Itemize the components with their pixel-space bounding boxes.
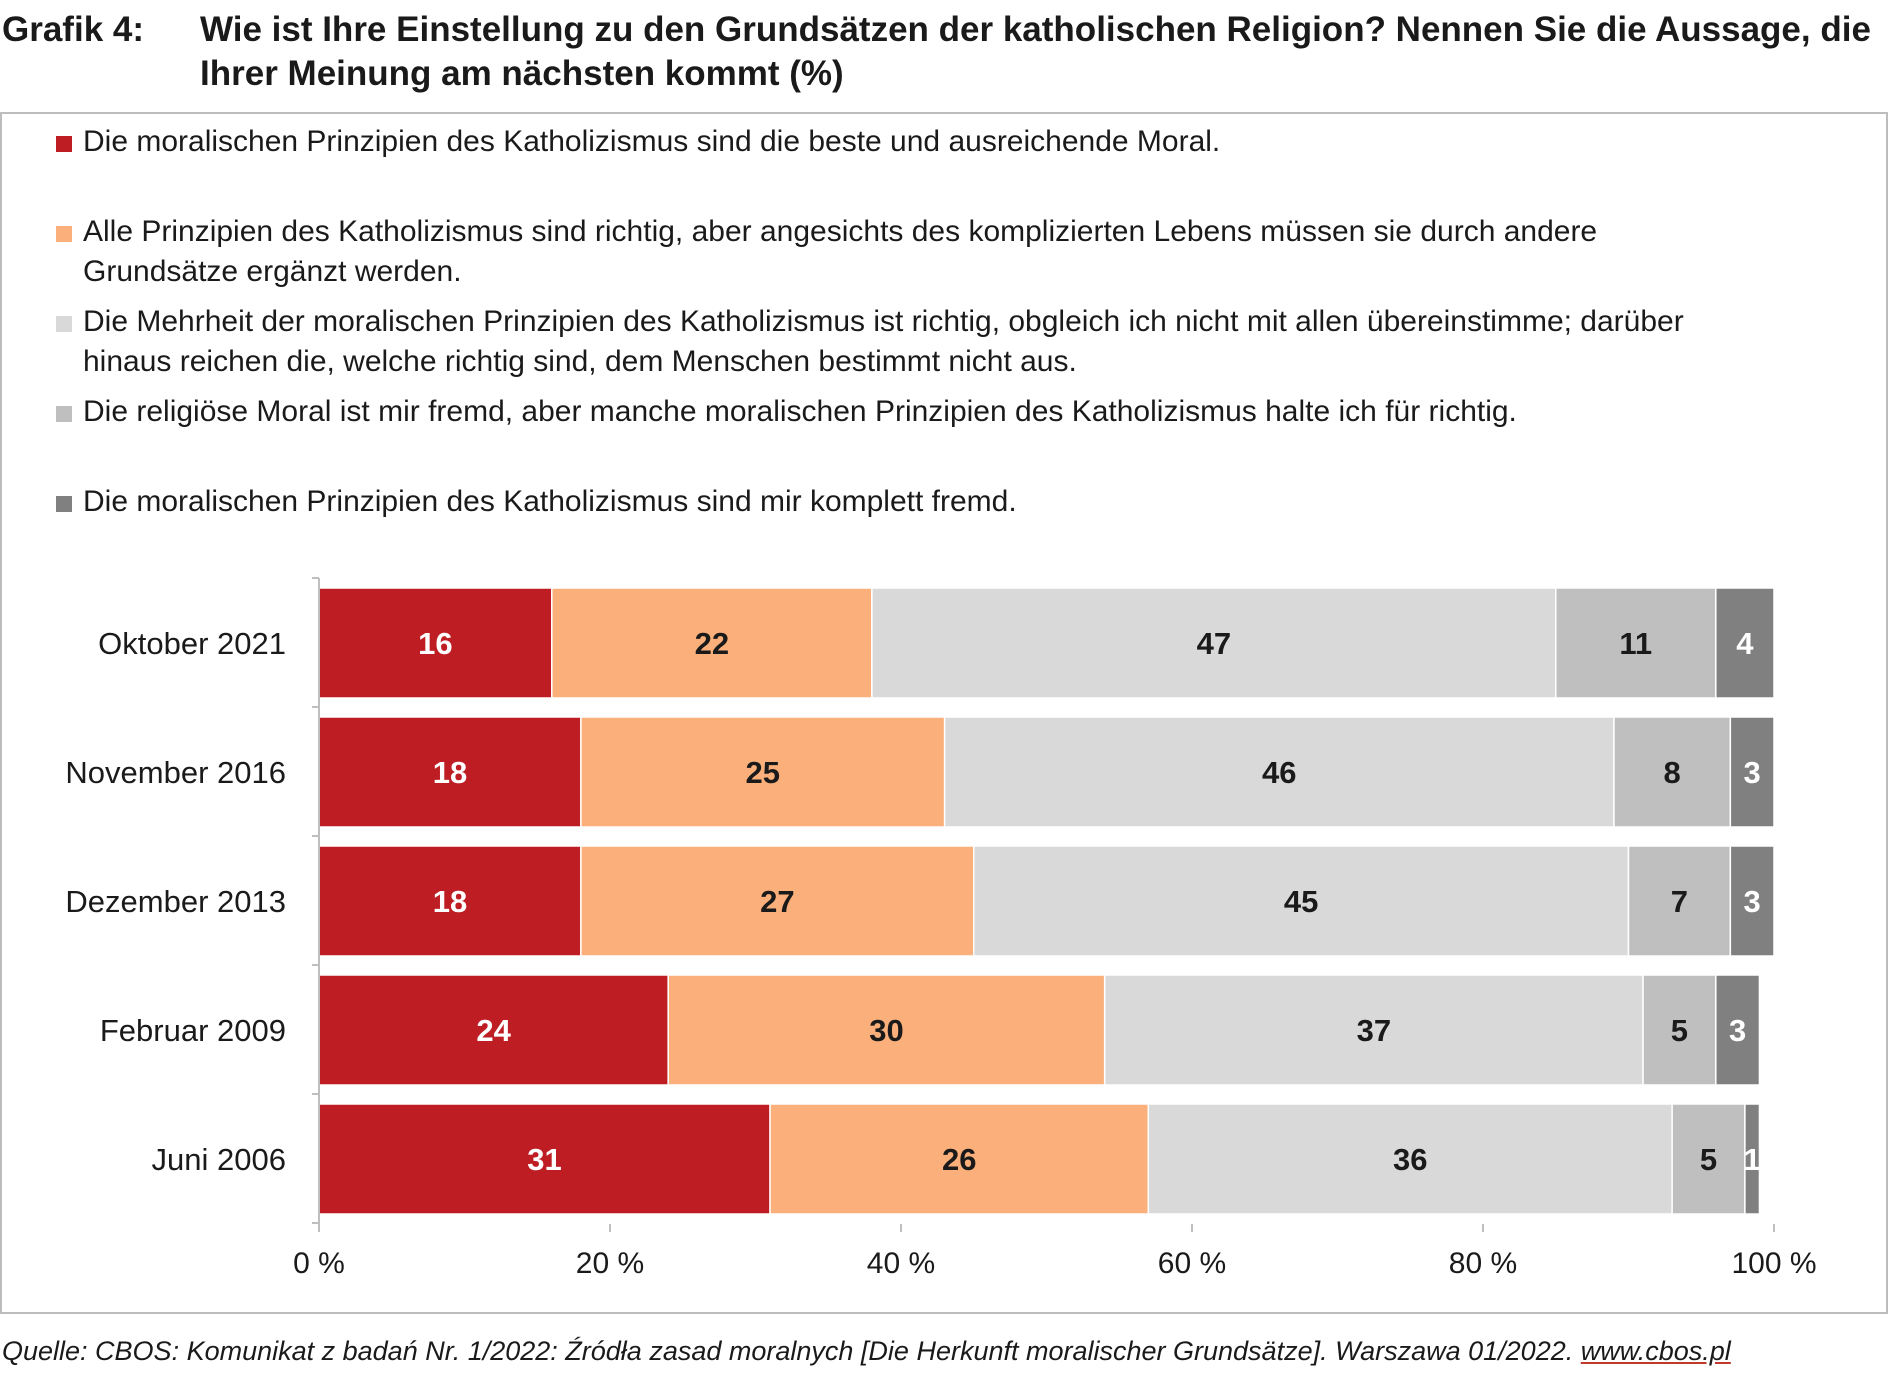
bar-5-segment-5 <box>1744 1103 1761 1215</box>
x-tick-label-1: 0 % <box>293 1247 345 1280</box>
legend-label-2-line-1: Alle Prinzipien des Katholizismus sind r… <box>83 215 1598 248</box>
bar-2-segment-4 <box>1613 716 1732 828</box>
data-label-3-5: 3 <box>1744 884 1761 919</box>
data-label-2-4: 8 <box>1664 755 1681 790</box>
legend-label-3-line-1: Die Mehrheit der moralischen Prinzipien … <box>83 305 1684 338</box>
data-label-3-2: 27 <box>760 884 794 919</box>
category-label-2: November 2016 <box>65 755 286 790</box>
legend-swatch-4 <box>56 406 72 422</box>
data-label-1-5: 4 <box>1736 626 1754 661</box>
category-label-4: Februar 2009 <box>100 1013 286 1048</box>
legend-label-3: Die Mehrheit der moralischen Prinzipien … <box>83 302 1873 382</box>
data-label-4-5: 3 <box>1729 1013 1746 1048</box>
bar-4-segment-3 <box>1103 974 1644 1086</box>
x-tick-label-4: 60 % <box>1158 1247 1226 1280</box>
legend-label-3-line-2: hinaus reichen die, welche richtig sind,… <box>83 345 1077 378</box>
category-label-3: Dezember 2013 <box>65 884 286 919</box>
data-label-2-2: 25 <box>746 755 780 790</box>
bar-1-segment-5 <box>1715 587 1775 699</box>
data-label-1-4: 11 <box>1619 626 1652 661</box>
bar-5-segment-4 <box>1671 1103 1746 1215</box>
title-line-2: Ihrer Meinung am nächsten kommt (%) <box>200 54 844 93</box>
x-tick-label-5: 80 % <box>1449 1247 1517 1280</box>
data-label-4-2: 30 <box>869 1013 903 1048</box>
legend-swatch-3 <box>56 316 72 332</box>
bar-1-segment-1 <box>318 587 553 699</box>
legend-label-5-line-1: Die moralischen Prinzipien des Katholizi… <box>83 485 1017 518</box>
title-prefix: Grafik 4: <box>2 10 144 49</box>
data-label-2-1: 18 <box>433 755 467 790</box>
legend-swatch-5 <box>56 496 72 512</box>
source-note: Quelle: CBOS: Komunikat z badań Nr. 1/20… <box>2 1336 1731 1367</box>
bar-3-segment-2 <box>580 845 975 957</box>
data-label-4-3: 37 <box>1357 1013 1391 1048</box>
data-label-4-1: 24 <box>476 1013 511 1048</box>
title-line-1: Wie ist Ihre Einstellung zu den Grundsät… <box>200 10 1871 49</box>
bar-2-segment-2 <box>580 716 946 828</box>
legend-label-2: Alle Prinzipien des Katholizismus sind r… <box>83 212 1873 292</box>
title-text: Wie ist Ihre Einstellung zu den Grundsät… <box>200 8 1890 96</box>
bar-2-segment-1 <box>318 716 582 828</box>
data-label-5-5: 1 <box>1744 1142 1761 1177</box>
legend-label-4-line-1: Die religiöse Moral ist mir fremd, aber … <box>83 395 1517 428</box>
data-label-5-1: 31 <box>527 1142 561 1177</box>
data-label-2-5: 3 <box>1744 755 1761 790</box>
data-label-4-4: 5 <box>1671 1013 1688 1048</box>
legend-label-2-line-2: Grundsätze ergänzt werden. <box>83 255 462 288</box>
x-tick-label-6: 100 % <box>1731 1247 1816 1280</box>
bar-4-segment-4 <box>1642 974 1717 1086</box>
bar-1-segment-2 <box>551 587 873 699</box>
stacked-bar-chart: 16 22 47 11 4 Oktober 2021 18 25 46 8 3 November 20… <box>65 577 1817 1280</box>
bar-4-segment-1 <box>318 974 669 1086</box>
bar-2-segment-3 <box>943 716 1615 828</box>
source-link[interactable]: www.cbos.pl <box>1580 1336 1731 1366</box>
legend-swatch-1 <box>56 136 72 152</box>
data-label-5-3: 36 <box>1393 1142 1427 1177</box>
bar-3-segment-3 <box>973 845 1630 957</box>
bar-3-segment-5 <box>1729 845 1775 957</box>
data-label-1-1: 16 <box>418 626 452 661</box>
data-label-5-4: 5 <box>1700 1142 1717 1177</box>
x-tick-label-2: 20 % <box>576 1247 644 1280</box>
data-label-5-2: 26 <box>942 1142 976 1177</box>
chart-frame <box>0 112 1888 1314</box>
category-label-5: Juni 2006 <box>152 1142 286 1177</box>
legend-label-4: Die religiöse Moral ist mir fremd, aber … <box>83 392 1873 432</box>
data-label-3-3: 45 <box>1284 884 1318 919</box>
data-label-1-2: 22 <box>695 626 729 661</box>
legend-label-1-line-1: Die moralischen Prinzipien des Katholizi… <box>83 125 1221 158</box>
bar-1-segment-3 <box>871 587 1557 699</box>
bar-3-segment-1 <box>318 845 582 957</box>
data-label-3-4: 7 <box>1671 884 1688 919</box>
bar-4-segment-5 <box>1715 974 1761 1086</box>
source-text: Quelle: CBOS: Komunikat z badań Nr. 1/20… <box>2 1336 1581 1366</box>
legend-label-1: Die moralischen Prinzipien des Katholizi… <box>83 122 1873 162</box>
bar-3-segment-4 <box>1627 845 1732 957</box>
data-label-2-3: 46 <box>1262 755 1296 790</box>
legend-swatch-2 <box>56 226 72 242</box>
data-label-1-3: 47 <box>1197 626 1231 661</box>
bar-5-segment-1 <box>318 1103 771 1215</box>
bar-5-segment-2 <box>769 1103 1150 1215</box>
category-label-1: Oktober 2021 <box>98 626 286 661</box>
data-label-3-1: 18 <box>433 884 467 919</box>
bar-4-segment-2 <box>667 974 1106 1086</box>
bar-2-segment-5 <box>1729 716 1775 828</box>
x-tick-label-3: 40 % <box>867 1247 935 1280</box>
legend-label-5: Die moralischen Prinzipien des Katholizi… <box>83 482 1873 522</box>
